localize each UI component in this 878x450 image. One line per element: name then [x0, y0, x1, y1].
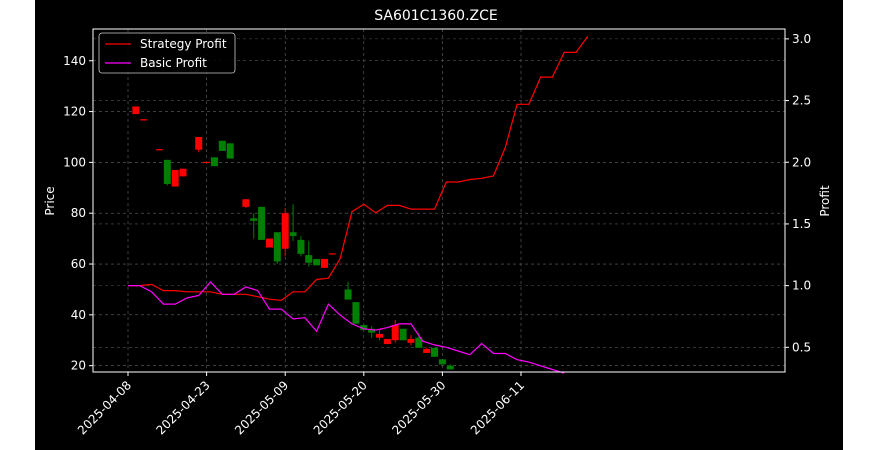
candle-body — [344, 289, 352, 300]
left-tick-label: 120 — [63, 105, 86, 119]
candle-body — [273, 232, 281, 262]
candle-body — [250, 218, 258, 221]
candlestick-series — [132, 106, 454, 370]
candle-body — [195, 136, 203, 150]
chart-title: SA601C1360.ZCE — [374, 8, 498, 24]
left-tick-label: 60 — [71, 257, 86, 271]
candle-body — [431, 347, 439, 357]
left-tick-label: 80 — [71, 206, 86, 220]
candle-body — [171, 170, 179, 187]
candle-body — [265, 238, 273, 248]
right-profit-axis: 0.5 1.0 1.5 2.0 2.5 3.0 — [785, 32, 811, 354]
candle-body — [258, 206, 266, 240]
candle-body — [313, 258, 321, 266]
candle-body — [242, 199, 250, 207]
candle-body — [376, 333, 384, 338]
candle-body — [226, 143, 234, 159]
candle-body — [383, 338, 391, 345]
candle-body — [399, 328, 407, 341]
candle-body — [360, 324, 368, 331]
legend-label-basic: Basic Profit — [140, 56, 207, 70]
candle-body — [391, 324, 399, 341]
candle-body — [210, 157, 218, 167]
candle-body — [163, 159, 171, 184]
legend-box — [98, 32, 236, 74]
strategy-profit-line — [128, 36, 589, 302]
right-tick-label: 2.5 — [792, 94, 811, 108]
candle-body — [140, 119, 148, 121]
candle-body — [407, 338, 415, 343]
right-tick-label: 2.0 — [792, 155, 811, 169]
candle-body — [179, 168, 187, 177]
right-tick-label: 0.5 — [792, 340, 811, 354]
left-tick-label: 40 — [71, 308, 86, 322]
candle-body — [281, 213, 289, 249]
candle-body — [297, 239, 305, 254]
right-tick-label: 3.0 — [792, 32, 811, 46]
profit-lines — [128, 36, 589, 374]
plot-frame — [92, 28, 786, 373]
left-tick-label: 100 — [63, 155, 86, 169]
candle-body — [328, 253, 336, 255]
candle-body — [321, 258, 328, 268]
candle-body — [368, 328, 376, 333]
left-axis-label: Price — [43, 186, 57, 215]
candle-body — [155, 149, 163, 151]
candle-body — [218, 140, 226, 151]
left-tick-label: 20 — [71, 359, 86, 373]
right-axis-label: Profit — [818, 185, 832, 217]
candle-body — [203, 161, 211, 164]
right-tick-label: 1.0 — [792, 279, 811, 293]
left-price-axis: 20 40 60 80 100 120 140 — [63, 54, 93, 373]
legend-label-strategy: Strategy Profit — [140, 37, 227, 51]
left-tick-label: 140 — [63, 54, 86, 68]
candle-body — [352, 302, 360, 324]
candle-body — [305, 255, 313, 263]
candle-body — [446, 365, 454, 370]
candle-body — [423, 349, 431, 353]
candle-body — [438, 359, 446, 365]
basic-profit-line — [128, 281, 565, 374]
figure-background — [35, 0, 843, 450]
right-tick-label: 1.5 — [792, 217, 811, 231]
candle-body — [415, 337, 423, 348]
legend: Strategy Profit Basic Profit — [98, 32, 236, 74]
candle-body — [132, 106, 140, 115]
candle-body — [289, 232, 297, 237]
